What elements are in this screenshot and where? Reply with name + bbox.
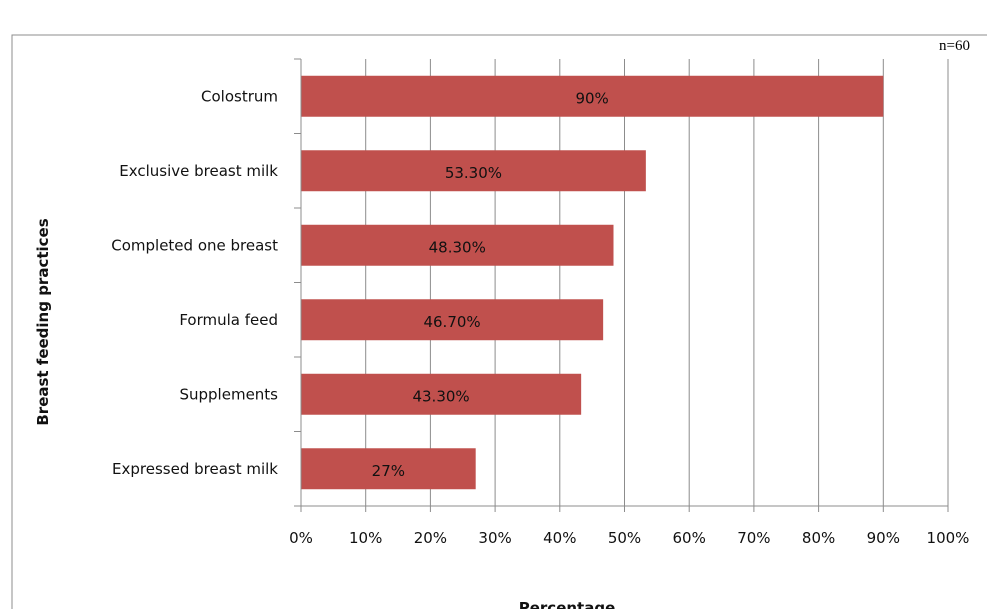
category-labels: Colostrum Exclusive breast milk Completed … [111,87,278,478]
x-tick-label: 50% [608,529,641,547]
x-axis-title: Percentage [519,599,616,609]
data-label: 48.30% [429,238,486,256]
bar [301,224,614,266]
category-label: Exclusive breast milk [119,162,278,180]
x-tick-label: 40% [543,529,576,547]
bar [301,448,476,490]
x-tick-label: 90% [867,529,900,547]
x-tick-label: 30% [478,529,511,547]
gridlines [365,59,949,506]
y-axis-title: Breast feeding practices [34,218,52,425]
category-label: Completed one breast [111,236,278,254]
category-label: Formula feed [179,311,278,329]
category-label: Colostrum [201,87,278,105]
data-label: 53.30% [445,164,502,182]
data-label: 43.30% [412,387,469,405]
chart-frame [11,34,987,609]
x-tick-label: 80% [802,529,835,547]
x-tick-label: 10% [349,529,382,547]
x-tick-labels: 0% 10% 20% 30% 40% 50% 60% 70% 80% 90% 100% [289,529,969,547]
category-label: Expressed breast milk [112,460,278,478]
x-tick-label: 60% [673,529,706,547]
bar [301,299,604,341]
bar [301,75,884,117]
category-label: Supplements [179,385,278,403]
axis-lines [294,58,949,512]
bar [301,150,646,192]
bars [301,75,884,490]
x-tick-label: 0% [289,529,313,547]
data-label: 46.70% [423,313,480,331]
x-tick-label: 70% [737,529,770,547]
x-tick-label: 100% [927,529,970,547]
sample-size-note: n=60 [939,38,970,54]
data-label: 27% [372,462,405,480]
bar [301,373,582,415]
data-label: 90% [575,89,608,107]
x-tick-label: 20% [414,529,447,547]
data-labels: 90% 53.30% 48.30% 46.70% 43.30% 27% [372,89,609,480]
